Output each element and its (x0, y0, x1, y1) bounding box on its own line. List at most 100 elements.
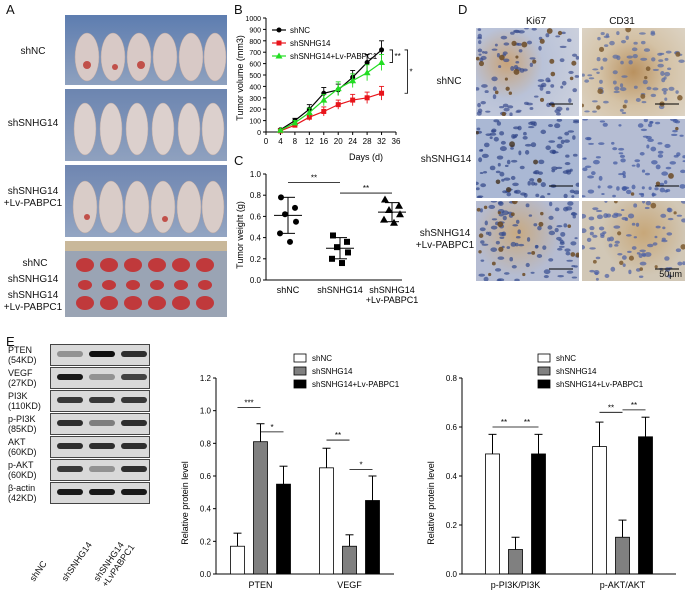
ihc-nucleus (641, 201, 646, 204)
ihc-stain (625, 28, 632, 33)
ihc-nucleus (613, 161, 618, 165)
ihc-nucleus (571, 195, 575, 198)
ihc-nucleus (613, 212, 619, 216)
ihc-nucleus (643, 48, 651, 52)
chart-b-ytick-label: 300 (249, 96, 261, 103)
chart-b-xtick-label: 4 (278, 137, 283, 146)
ihc-stain (677, 95, 683, 101)
ihc-stain (668, 172, 674, 179)
ihc-nucleus (488, 204, 496, 210)
chart-e-ytick-label: 0.8 (446, 374, 458, 383)
ihc-nucleus (582, 195, 586, 198)
ihc-nucleus (645, 201, 652, 206)
ihc-stain (508, 91, 513, 95)
ihc-nucleus (519, 165, 525, 170)
ihc-nucleus (582, 73, 585, 77)
ihc-stain (497, 211, 501, 215)
ihc-nucleus (572, 153, 578, 157)
chart-e-ytick-label: 0.6 (446, 423, 458, 432)
ihc-nucleus (476, 187, 480, 191)
ihc-nucleus (680, 201, 685, 204)
ihc-stain (639, 267, 643, 271)
ihc-nucleus (582, 245, 586, 250)
ihc-stain (592, 259, 597, 264)
ihc-nucleus (625, 35, 629, 40)
ihc-stain (567, 224, 572, 229)
ihc-nucleus (546, 102, 551, 108)
ihc-nucleus (668, 86, 675, 91)
ihc-stain (570, 252, 576, 257)
blot-label: p-AKT (60KD) (8, 460, 37, 480)
ihc-nucleus (555, 35, 561, 38)
ihc-stain (522, 272, 526, 277)
ihc-nucleus (666, 232, 673, 236)
blot-label: AKT (60KD) (8, 437, 37, 457)
ihc-nucleus (647, 138, 654, 143)
ihc-nucleus (664, 71, 671, 77)
ihc-nucleus (657, 154, 664, 158)
ihc-nucleus (665, 166, 672, 170)
chart-e-sig: * (270, 423, 273, 432)
chart-b-point (321, 108, 327, 114)
chart-b-ytick-label: 800 (249, 39, 261, 46)
ihc-nucleus (556, 143, 563, 149)
blot-band (89, 374, 115, 380)
ihc-shnc-cd31 (582, 28, 685, 116)
chart-c-ytick-label: 0.0 (250, 276, 262, 285)
ihc-nucleus (641, 101, 647, 104)
ihc-nucleus (499, 236, 505, 239)
ihc-nucleus (627, 213, 635, 219)
chart-b-xtick-label: 0 (264, 137, 269, 146)
ihc-nucleus (652, 87, 659, 91)
ihc-nucleus (602, 231, 607, 234)
ihc-nucleus (561, 80, 567, 86)
ihc-nucleus (540, 129, 547, 135)
ihc-nucleus (595, 156, 601, 159)
ihc-nucleus (514, 133, 519, 137)
chart-e-ytick-label: 0.0 (446, 570, 458, 579)
ihc-nucleus (678, 59, 685, 63)
ihc-nucleus (618, 152, 624, 155)
ihc-nucleus (564, 248, 571, 252)
chart-b-point (379, 47, 385, 53)
ihc-shsnhg14-ki67 (476, 119, 579, 198)
ihc-nucleus (481, 153, 489, 159)
ihc-nucleus (530, 142, 537, 148)
ihc-nucleus (658, 59, 664, 63)
chart-c-point (385, 206, 393, 214)
ihc-nucleus (492, 94, 497, 100)
ihc-nucleus (489, 136, 493, 140)
ihc-nucleus (545, 77, 551, 83)
chart-e-ytick-label: 0.4 (200, 505, 212, 514)
ihc-nucleus (677, 261, 683, 266)
ihc-nucleus (491, 76, 498, 82)
ihc-stain (476, 207, 481, 212)
chart-e-category-label: VEGF (337, 580, 362, 590)
ihc-nucleus (476, 127, 481, 131)
chart-b-point (335, 102, 341, 108)
ihc-nucleus (548, 140, 556, 143)
ihc-stain (619, 260, 624, 265)
ihc-shsnhg14-lv-cd31-image (582, 201, 685, 281)
ihc-nucleus (612, 80, 617, 85)
ihc-nucleus (512, 182, 519, 187)
chart-e-ytick-label: 0.6 (200, 472, 212, 481)
ihc-nucleus (584, 79, 590, 83)
ihc-nucleus (515, 236, 521, 239)
ihc-nucleus (589, 225, 595, 231)
ihc-nucleus (612, 194, 616, 198)
ihc-nucleus (591, 171, 596, 176)
ihc-nucleus (640, 57, 648, 61)
ihc-nucleus (582, 213, 587, 219)
ihc-shnc-cd31-image (582, 28, 685, 115)
ihc-nucleus (477, 48, 483, 53)
ihc-nucleus (589, 231, 594, 236)
ihc-nucleus (533, 223, 538, 227)
ihc-nucleus (601, 192, 605, 195)
ihc-nucleus (624, 99, 628, 104)
blot-band (121, 466, 147, 472)
ihc-nucleus (545, 33, 550, 38)
ihc-nucleus (479, 208, 483, 213)
chart-e-ytick-label: 1.0 (200, 407, 212, 416)
ihc-stain (550, 71, 556, 77)
